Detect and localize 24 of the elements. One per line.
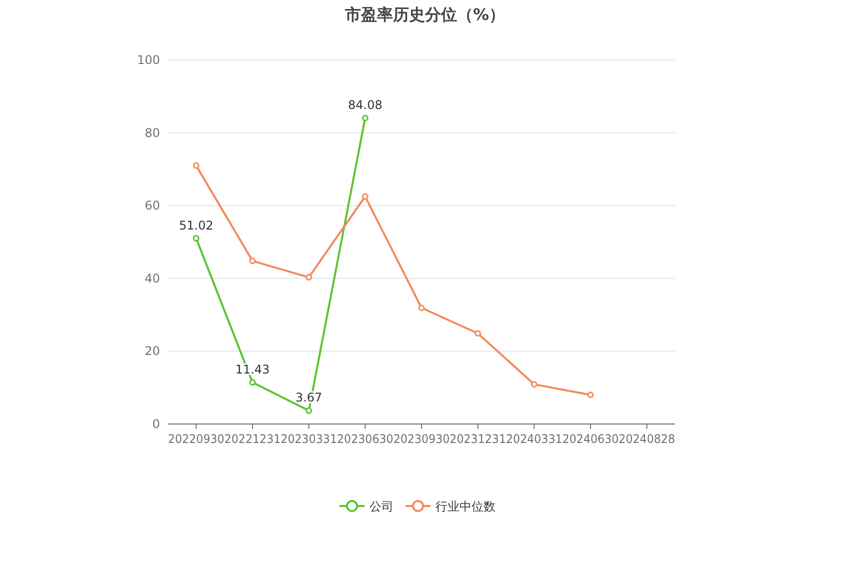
point xyxy=(474,330,482,337)
data-label: 51.02 xyxy=(178,218,214,232)
point xyxy=(249,379,256,386)
point xyxy=(530,381,538,388)
chart-title: 市盈率历史分位（%） xyxy=(344,5,506,24)
point xyxy=(306,274,312,281)
point xyxy=(249,258,256,264)
point xyxy=(587,392,594,398)
data-label: 84.08 xyxy=(348,98,382,112)
y-tick-label: 20 xyxy=(144,344,160,358)
legend-label: 行业中位数 xyxy=(436,500,496,514)
point xyxy=(192,235,200,242)
point xyxy=(418,304,425,312)
y-tick-label: 40 xyxy=(144,271,160,286)
point xyxy=(192,162,200,169)
x-tick-label: 20240828 xyxy=(618,432,680,446)
legend-label: 公司 xyxy=(370,500,394,514)
y-tick-label: 0 xyxy=(152,417,160,431)
point xyxy=(362,114,368,122)
y-tick-label: 60 xyxy=(144,198,160,213)
point xyxy=(306,407,312,414)
y-tick-label: 80 xyxy=(144,126,160,140)
y-tick-label: 100 xyxy=(137,53,160,67)
point xyxy=(362,193,368,200)
